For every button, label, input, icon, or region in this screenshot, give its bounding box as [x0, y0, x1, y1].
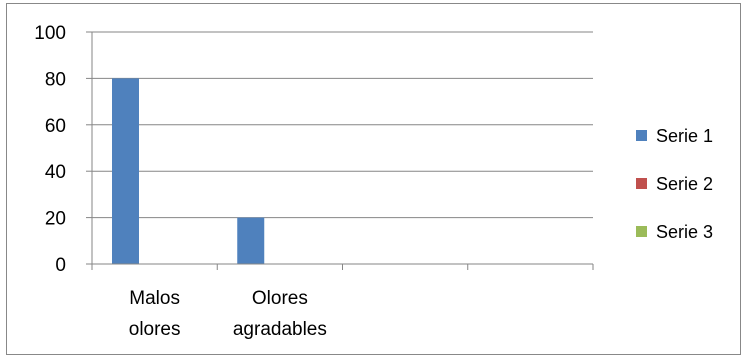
x-tick-label-1-line-1: Malos: [129, 288, 180, 309]
x-tick-label-1-line-2: olores: [129, 319, 181, 340]
y-tick-label-100: 100: [34, 23, 66, 44]
y-tick-label-60: 60: [45, 116, 66, 137]
legend-swatch-1: [636, 130, 647, 141]
bar-1-2: [237, 217, 265, 264]
x-tick-label-2-line-1: Olores: [252, 288, 308, 309]
legend-swatch-3: [636, 226, 647, 237]
legend-swatch-2: [636, 178, 647, 189]
y-tick-label-0: 0: [55, 255, 66, 276]
y-tick-label-80: 80: [45, 69, 66, 90]
y-tick-label-40: 40: [45, 162, 66, 183]
legend-label-3: Serie 3: [656, 222, 713, 242]
legend-label-1: Serie 1: [656, 126, 713, 146]
x-tick-label-2-line-2: agradables: [233, 319, 327, 340]
legend-label-2: Serie 2: [656, 174, 713, 194]
bar-1-1: [112, 78, 139, 265]
y-tick-label-20: 20: [45, 209, 66, 230]
